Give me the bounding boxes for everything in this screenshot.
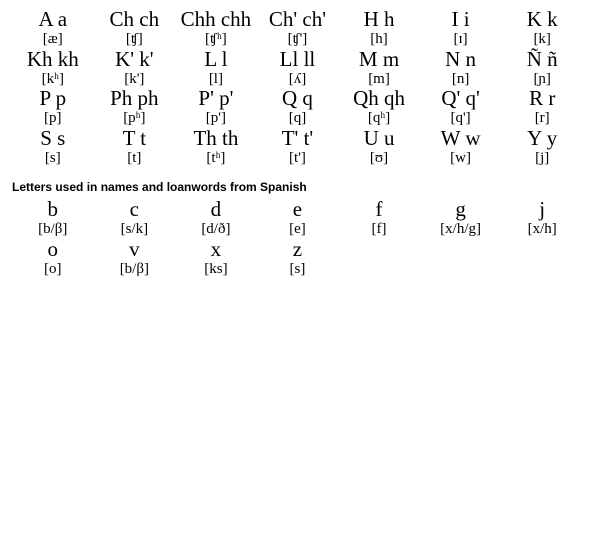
- loan_alphabet-letter-cell: [420, 238, 502, 261]
- main_alphabet-ipa-cell: [k']: [94, 71, 176, 88]
- main_alphabet-ipa-cell: [t]: [94, 150, 176, 167]
- main_alphabet-letter-cell: Kh kh: [12, 48, 94, 71]
- main_alphabet-letter-cell: P' p': [175, 87, 257, 110]
- loan_alphabet-ipa-cell: [b/β]: [12, 221, 94, 238]
- loanwords-heading: Letters used in names and loanwords from…: [12, 180, 583, 194]
- main_alphabet-letter-cell: W w: [420, 127, 502, 150]
- loan_alphabet-ipa-cell: [f]: [338, 221, 420, 238]
- main_alphabet-ipa-cell: [p']: [175, 110, 257, 127]
- main_alphabet-ipa-cell: [kʰ]: [12, 71, 94, 88]
- main_alphabet-letter-cell: N n: [420, 48, 502, 71]
- loan_alphabet-ipa-cell: [o]: [12, 261, 94, 278]
- main_alphabet-ipa-cell: [tʰ]: [175, 150, 257, 167]
- main_alphabet-ipa-cell: [h]: [338, 31, 420, 48]
- main-alphabet-body: A aCh chChh chhCh' ch'H hI iK k [æ][ʧ][ʧʰ…: [12, 8, 583, 166]
- loan_alphabet-ipa-cell: [338, 261, 420, 278]
- main_alphabet-letter-cell: Ch' ch': [257, 8, 339, 31]
- main_alphabet-letter-cell: Y y: [501, 127, 583, 150]
- main-alphabet-table: A aCh chChh chhCh' ch'H hI iK k [æ][ʧ][ʧʰ…: [12, 8, 583, 166]
- main_alphabet-ipa-cell: [ʊ]: [338, 150, 420, 167]
- main_alphabet-ipa-cell: [w]: [420, 150, 502, 167]
- main_alphabet-letter-cell: Q' q': [420, 87, 502, 110]
- main_alphabet-ipa-cell: [n]: [420, 71, 502, 88]
- loan_alphabet-letter-cell: o: [12, 238, 94, 261]
- main_alphabet-ipa-cell: [k]: [501, 31, 583, 48]
- loan_alphabet-letter-cell: [338, 238, 420, 261]
- loan_alphabet-letter-cell: d: [175, 198, 257, 221]
- loan_alphabet-ipa-cell: [s/k]: [94, 221, 176, 238]
- loan_alphabet-ipa-cell: [d/ð]: [175, 221, 257, 238]
- loan_alphabet-ipa-cell: [e]: [257, 221, 339, 238]
- main_alphabet-ipa-cell: [ʧ]: [94, 31, 176, 48]
- main_alphabet-ipa-cell: [m]: [338, 71, 420, 88]
- loan_alphabet-letter-cell: c: [94, 198, 176, 221]
- main_alphabet-letter-cell: K k: [501, 8, 583, 31]
- main_alphabet-ipa-cell: [s]: [12, 150, 94, 167]
- main_alphabet-letter-cell: M m: [338, 48, 420, 71]
- main_alphabet-letter-cell: A a: [12, 8, 94, 31]
- main_alphabet-ipa-cell: [q]: [257, 110, 339, 127]
- main_alphabet-ipa-cell: [ʧ']: [257, 31, 339, 48]
- main_alphabet-letter-cell: T' t': [257, 127, 339, 150]
- main_alphabet-letter-cell: R r: [501, 87, 583, 110]
- main_alphabet-letter-cell: Ll ll: [257, 48, 339, 71]
- loan_alphabet-letter-cell: f: [338, 198, 420, 221]
- main_alphabet-letter-cell: T t: [94, 127, 176, 150]
- main_alphabet-letter-cell: Qh qh: [338, 87, 420, 110]
- loan_alphabet-letter-cell: b: [12, 198, 94, 221]
- loan-alphabet-body: bcdefgj[b/β][s/k][d/ð][e][f][x/h/g][x/h]…: [12, 198, 583, 277]
- loan_alphabet-letter-cell: j: [501, 198, 583, 221]
- main_alphabet-ipa-cell: [j]: [501, 150, 583, 167]
- main_alphabet-letter-cell: Q q: [257, 87, 339, 110]
- loan_alphabet-ipa-cell: [501, 261, 583, 278]
- main_alphabet-letter-cell: Ñ ñ: [501, 48, 583, 71]
- main_alphabet-ipa-cell: [qʰ]: [338, 110, 420, 127]
- main_alphabet-ipa-cell: [p]: [12, 110, 94, 127]
- main_alphabet-ipa-cell: [ɲ]: [501, 71, 583, 88]
- loan_alphabet-letter-cell: g: [420, 198, 502, 221]
- main_alphabet-letter-cell: K' k': [94, 48, 176, 71]
- loan_alphabet-ipa-cell: [x/h/g]: [420, 221, 502, 238]
- main_alphabet-letter-cell: Ch ch: [94, 8, 176, 31]
- loan_alphabet-ipa-cell: [x/h]: [501, 221, 583, 238]
- main_alphabet-letter-cell: U u: [338, 127, 420, 150]
- main_alphabet-letter-cell: Chh chh: [175, 8, 257, 31]
- main_alphabet-ipa-cell: [ɪ]: [420, 31, 502, 48]
- main_alphabet-letter-cell: H h: [338, 8, 420, 31]
- loan_alphabet-letter-cell: z: [257, 238, 339, 261]
- loan_alphabet-ipa-cell: [s]: [257, 261, 339, 278]
- loan_alphabet-ipa-cell: [b/β]: [94, 261, 176, 278]
- main_alphabet-ipa-cell: [r]: [501, 110, 583, 127]
- main_alphabet-ipa-cell: [l]: [175, 71, 257, 88]
- main_alphabet-ipa-cell: [q']: [420, 110, 502, 127]
- loan_alphabet-letter-cell: [501, 238, 583, 261]
- main_alphabet-ipa-cell: [æ]: [12, 31, 94, 48]
- main_alphabet-letter-cell: I i: [420, 8, 502, 31]
- main_alphabet-letter-cell: L l: [175, 48, 257, 71]
- loan_alphabet-letter-cell: v: [94, 238, 176, 261]
- loan_alphabet-ipa-cell: [420, 261, 502, 278]
- loan_alphabet-letter-cell: e: [257, 198, 339, 221]
- main_alphabet-letter-cell: Th th: [175, 127, 257, 150]
- loan_alphabet-ipa-cell: [ks]: [175, 261, 257, 278]
- loan-alphabet-table: bcdefgj[b/β][s/k][d/ð][e][f][x/h/g][x/h]…: [12, 198, 583, 277]
- main_alphabet-ipa-cell: [pʰ]: [94, 110, 176, 127]
- main_alphabet-letter-cell: S s: [12, 127, 94, 150]
- main_alphabet-ipa-cell: [ʎ]: [257, 71, 339, 88]
- main_alphabet-letter-cell: Ph ph: [94, 87, 176, 110]
- loan_alphabet-letter-cell: x: [175, 238, 257, 261]
- main_alphabet-letter-cell: P p: [12, 87, 94, 110]
- main_alphabet-ipa-cell: [t']: [257, 150, 339, 167]
- main_alphabet-ipa-cell: [ʧʰ]: [175, 31, 257, 48]
